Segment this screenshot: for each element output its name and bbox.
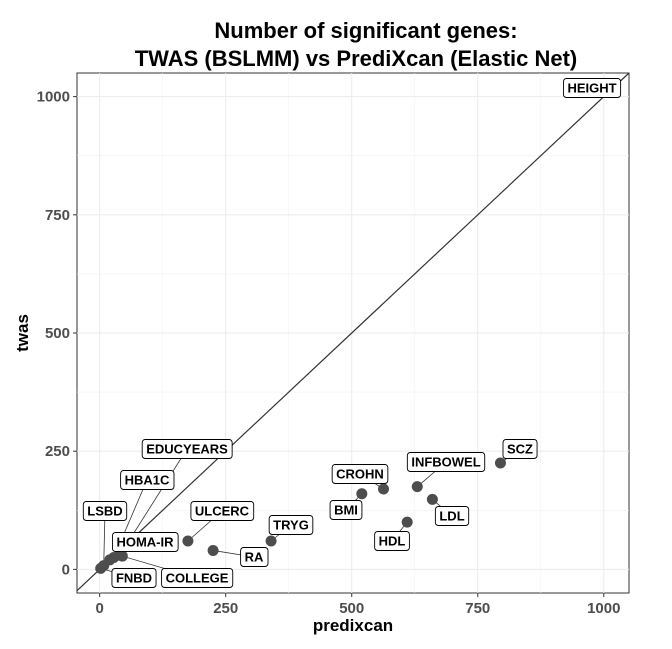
identity-reference-line <box>76 72 630 592</box>
label-bmi: BMI <box>329 500 363 520</box>
point-bmi <box>356 488 368 500</box>
label-height: HEIGHT <box>562 78 622 98</box>
label-college: COLLEGE <box>161 568 234 588</box>
label-box <box>120 470 175 490</box>
x-tick-label: 0 <box>96 600 104 617</box>
label-text: LSBD <box>87 504 122 519</box>
tick-layer: 0 250 500 750 1000 0 250 500 750 1000 <box>37 89 621 617</box>
label-text: LDL <box>439 509 464 524</box>
point-fnbd <box>95 562 107 574</box>
label-ulcerc: ULCERC <box>190 501 255 521</box>
label-box <box>112 532 179 552</box>
point-infbowel <box>411 481 423 493</box>
y-tick-label: 750 <box>45 207 70 224</box>
y-tick-label: 0 <box>62 561 70 578</box>
label-box <box>82 501 128 521</box>
chart-title-line-2: TWAS (BSLMM) vs PrediXcan (Elastic Net) <box>135 46 578 71</box>
label-box <box>268 515 314 535</box>
label-text: EDUCYEARS <box>146 442 228 457</box>
label-text: HEIGHT <box>567 81 616 96</box>
label-crohn: CROHN <box>331 464 389 484</box>
chart-title-line-1: Number of significant genes: <box>214 18 517 43</box>
label-box <box>190 501 255 521</box>
label-box <box>329 500 363 520</box>
label-fnbd: FNBD <box>111 568 157 588</box>
label-text: FNBD <box>116 571 152 586</box>
label-text: BMI <box>334 503 358 518</box>
point-ulcerc <box>182 535 194 547</box>
y-axis-title: twas <box>13 314 32 352</box>
label-box <box>141 439 233 459</box>
y-tick-label: 250 <box>45 443 70 460</box>
point-label-layer: HEIGHT SCZ INFBOWEL LDL HDL CROHN BMI TRYG ULCER… <box>82 78 622 588</box>
label-text: CROHN <box>336 467 384 482</box>
point-ra <box>207 544 219 556</box>
label-infbowel: INFBOWEL <box>406 452 486 472</box>
label-tryg: TRYG <box>268 515 314 535</box>
label-ldl: LDL <box>434 506 470 526</box>
x-axis-title: predixcan <box>313 616 393 635</box>
label-box <box>240 547 269 567</box>
label-text: HBA1C <box>125 473 170 488</box>
x-tick-label: 750 <box>465 600 490 617</box>
x-tick-label: 1000 <box>587 600 620 617</box>
label-text: RA <box>245 550 264 565</box>
label-homa-ir: HOMA-IR <box>112 532 179 552</box>
y-tick-label: 1000 <box>37 89 70 106</box>
label-box <box>161 568 234 588</box>
label-text: INFBOWEL <box>411 455 480 470</box>
label-box <box>434 506 470 526</box>
label-box <box>562 78 622 98</box>
point-scz <box>494 457 506 469</box>
x-tick-label: 500 <box>339 600 364 617</box>
label-ra: RA <box>240 547 269 567</box>
label-box <box>374 531 410 551</box>
point-tryg <box>265 535 277 547</box>
label-hdl: HDL <box>374 531 410 551</box>
label-text: TRYG <box>273 518 309 533</box>
label-lsbd: LSBD <box>82 501 128 521</box>
y-tick-label: 500 <box>45 325 70 342</box>
label-scz: SCZ <box>502 439 538 459</box>
label-educyears: EDUCYEARS <box>141 439 233 459</box>
x-tick-label: 250 <box>213 600 238 617</box>
point-layer <box>95 457 506 574</box>
point-crohn <box>377 483 389 495</box>
label-text: SCZ <box>507 442 533 457</box>
label-box <box>331 464 389 484</box>
label-text: ULCERC <box>195 504 250 519</box>
point-ldl <box>426 493 438 505</box>
label-hba1c: HBA1C <box>120 470 175 490</box>
label-text: COLLEGE <box>166 571 229 586</box>
label-text: HDL <box>379 534 406 549</box>
label-box <box>502 439 538 459</box>
label-text: HOMA-IR <box>116 535 174 550</box>
point-hdl <box>401 516 413 528</box>
label-box <box>111 568 157 588</box>
label-box <box>406 452 486 472</box>
